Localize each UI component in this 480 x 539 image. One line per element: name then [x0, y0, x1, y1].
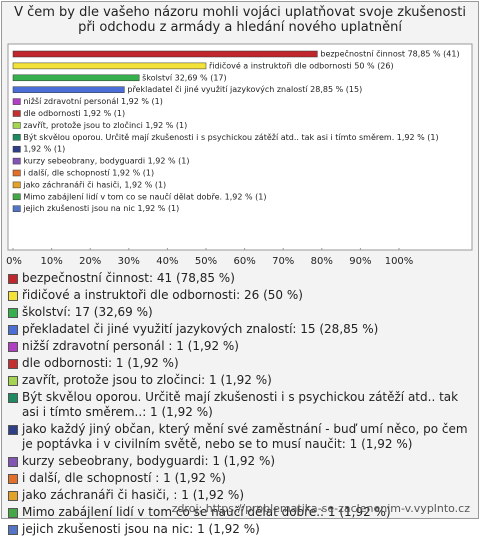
legend-label: Být skvělou oporou. Určitě mají zkušenos…	[22, 390, 459, 419]
legend: bezpečnostní činnost: 41 (78,85 %) řidičo…	[8, 271, 474, 539]
legend-item: bezpečnostní činnost: 41 (78,85 %)	[8, 271, 474, 286]
source: zdroj: https://problematika-se-zacleneni…	[171, 502, 470, 515]
legend-swatch	[8, 474, 18, 484]
x-tick-label: 90%	[349, 256, 371, 267]
legend-swatch	[8, 342, 18, 352]
bar	[12, 181, 21, 189]
legend-label: i další, dle schopností : 1 (1,92 %)	[22, 471, 226, 485]
chart-title: V čem by dle vašeho názoru mohli vojáci …	[14, 5, 466, 35]
legend-item: Být skvělou oporou. Určitě mají zkušenos…	[8, 390, 474, 420]
legend-item: dle odbornosti: 1 (1,92 %)	[8, 356, 474, 371]
bar	[12, 205, 21, 212]
x-tick-label: 10%	[40, 256, 62, 267]
legend-label: bezpečnostní činnost: 41 (78,85 %)	[22, 271, 235, 285]
bar	[12, 193, 21, 201]
value-label: jako záchranáři či hasiči, 1,92 % (1)	[22, 179, 166, 189]
x-tick-label: 50%	[195, 256, 217, 267]
legend-swatch	[8, 457, 18, 467]
legend-swatch	[8, 525, 18, 535]
value-label: překladatel či jiné využití jazykových z…	[127, 84, 362, 94]
x-tick-label: 30%	[118, 256, 140, 267]
legend-swatch	[8, 491, 18, 501]
value-label: zavřít, protože jsou to zločinci 1,92 % …	[23, 120, 187, 130]
x-tick-label: 70%	[272, 256, 294, 267]
x-tick-label: 20%	[79, 256, 101, 267]
value-label: jejich zkušenosti jsou na nic 1,92 % (1)	[22, 203, 179, 213]
legend-swatch	[8, 508, 18, 518]
bar	[12, 74, 140, 82]
value-label: školství 32,69 % (17)	[142, 72, 226, 82]
legend-label: školství: 17 (32,69 %)	[22, 305, 153, 319]
legend-label: řidičové a instruktoři dle odbornosti: 2…	[22, 288, 303, 302]
bar	[12, 50, 318, 58]
legend-swatch	[8, 425, 18, 435]
legend-label: kurzy sebeobrany, bodyguardi: 1 (1,92 %)	[22, 454, 276, 468]
legend-label: zavřít, protože jsou to zločinci: 1 (1,9…	[22, 373, 272, 387]
bar	[12, 62, 207, 70]
value-label: 1,92 % (1)	[23, 145, 65, 154]
bar	[12, 145, 21, 153]
bar	[12, 157, 21, 165]
x-tick-label: 80%	[311, 256, 333, 267]
legend-item: překladatel či jiné využití jazykových z…	[8, 322, 474, 337]
legend-label: jako záchranáři či hasiči, : 1 (1,92 %)	[22, 488, 245, 502]
value-label: řidičové a instruktoři dle odbornosti 50…	[209, 60, 394, 70]
bar	[12, 86, 125, 93]
legend-item: nižší zdravotní personál : 1 (1,92 %)	[8, 339, 474, 354]
legend-swatch	[8, 308, 18, 318]
value-label: bezpečnostní činnost 78,85 % (41)	[320, 49, 459, 59]
x-tick-label: 0%	[6, 256, 22, 267]
value-label: Mimo zabájlení lidí v tom co se naučí dě…	[23, 191, 266, 201]
legend-item: jako záchranáři či hasiči, : 1 (1,92 %)	[8, 488, 474, 503]
legend-item: školství: 17 (32,69 %)	[8, 305, 474, 320]
bar	[12, 110, 21, 117]
legend-item: jejich zkušenosti jsou na nic: 1 (1,92 %…	[8, 522, 474, 537]
bar	[12, 134, 21, 141]
value-label: Být skvělou oporou. Určitě mají zkušenos…	[23, 132, 438, 142]
x-tick-label: 60%	[233, 256, 255, 267]
legend-label: jejich zkušenosti jsou na nic: 1 (1,92 %…	[22, 522, 260, 536]
legend-item: Mimo zabájlení lidí v tom co se naučí dě…	[8, 505, 474, 520]
legend-label: Mimo zabájlení lidí v tom co se naučí dě…	[22, 505, 391, 519]
legend-swatch	[8, 393, 18, 403]
chart: 0% 10% 20% 30% 40% 50% 60% 70% 80% 90% 100% bezpečn…	[6, 43, 473, 267]
legend-label: dle odbornosti: 1 (1,92 %)	[22, 356, 179, 370]
value-label: i další, dle schopností 1,92 % (1)	[23, 168, 154, 178]
bar	[12, 122, 21, 129]
bar	[12, 98, 21, 105]
x-tick-label: 40%	[156, 256, 178, 267]
bar	[12, 169, 21, 177]
legend-item: řidičové a instruktoři dle odbornosti: 2…	[8, 288, 474, 303]
legend-swatch	[8, 274, 18, 284]
legend-label: překladatel či jiné využití jazykových z…	[22, 322, 379, 336]
legend-swatch	[8, 359, 18, 369]
legend-label: jako každý jiný občan, který mění své za…	[22, 422, 468, 451]
legend-swatch	[8, 325, 18, 335]
legend-item: i další, dle schopností : 1 (1,92 %)	[8, 471, 474, 486]
x-tick-label: 100%	[385, 256, 414, 267]
legend-item: zavřít, protože jsou to zločinci: 1 (1,9…	[8, 373, 474, 388]
value-label: dle odbornosti 1,92 % (1)	[23, 109, 125, 118]
legend-label: nižší zdravotní personál : 1 (1,92 %)	[22, 339, 239, 353]
legend-item: jako každý jiný občan, který mění své za…	[8, 422, 474, 452]
value-label: nižší zdravotní personál 1,92 % (1)	[23, 96, 162, 106]
legend-item: kurzy sebeobrany, bodyguardi: 1 (1,92 %)	[8, 454, 474, 469]
legend-swatch	[8, 291, 18, 301]
legend-swatch	[8, 376, 18, 386]
value-label: kurzy sebeobrany, bodyguardi 1,92 % (1)	[23, 157, 189, 166]
